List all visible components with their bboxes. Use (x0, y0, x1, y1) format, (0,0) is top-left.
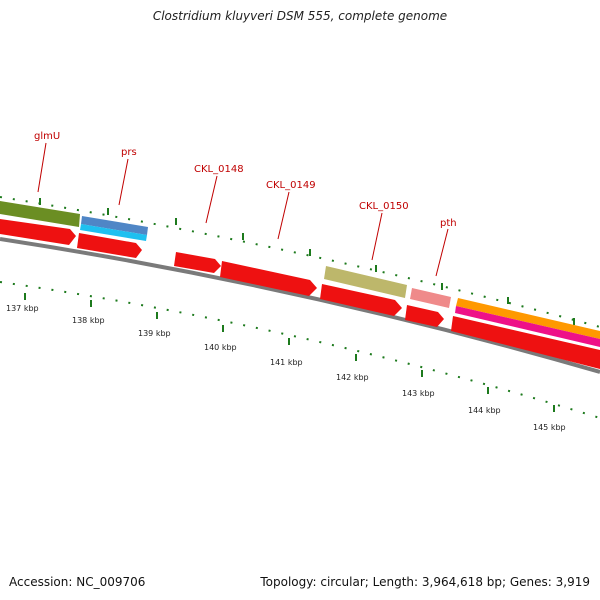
gene-label-ckl0149: CKL_0149 (266, 180, 316, 191)
gene-label-ckl0148: CKL_0148 (194, 164, 244, 175)
cds-arrow[interactable] (320, 284, 402, 316)
map-title: Clostridium kluyveri DSM 555, complete g… (152, 9, 448, 23)
genome-summary-text: Topology: circular; Length: 3,964,618 bp… (260, 575, 590, 589)
cds-arrow[interactable] (0, 219, 76, 245)
gene-label-glmU: glmU (34, 131, 60, 142)
ckl0150-bar[interactable] (324, 266, 407, 298)
cds-track (0, 219, 600, 369)
prs-bar-bottom[interactable] (80, 224, 147, 241)
prs-bar-top[interactable] (81, 216, 148, 235)
kbp-label: 138 kbp (72, 316, 105, 325)
cds-arrow[interactable] (174, 252, 221, 273)
feature-track-upper (0, 201, 600, 347)
gene-label-pth: pth (440, 218, 457, 229)
cds-arrow[interactable] (77, 233, 142, 258)
cds-arrow[interactable] (405, 305, 444, 327)
kbp-label: 142 kbp (336, 373, 369, 382)
kbp-label: 143 kbp (402, 389, 435, 398)
magenta-bar[interactable] (455, 306, 600, 347)
orange-bar[interactable] (456, 298, 600, 339)
lower-tick-ring (0, 281, 600, 419)
genome-backbone (0, 237, 600, 374)
upper-tick-ring (0, 196, 600, 328)
gene-label-ckl0150: CKL_0150 (359, 201, 409, 212)
gene-label-prs: prs (121, 147, 137, 158)
kbp-label: 145 kbp (533, 423, 566, 432)
glmU-bar[interactable] (0, 201, 80, 227)
gene-label-leaders (37, 142, 449, 277)
cds-arrow[interactable] (220, 261, 317, 296)
kbp-label: 144 kbp (468, 406, 501, 415)
kbp-label: 139 kbp (138, 329, 171, 338)
kbp-label: 140 kbp (204, 343, 237, 352)
kbp-label: 141 kbp (270, 358, 303, 367)
pth-bar[interactable] (410, 288, 451, 308)
upper-major-ticks (39, 198, 575, 325)
accession-text: Accession: NC_009706 (9, 575, 146, 589)
kbp-label: 137 kbp (6, 304, 39, 313)
cds-arrow[interactable] (451, 316, 600, 369)
